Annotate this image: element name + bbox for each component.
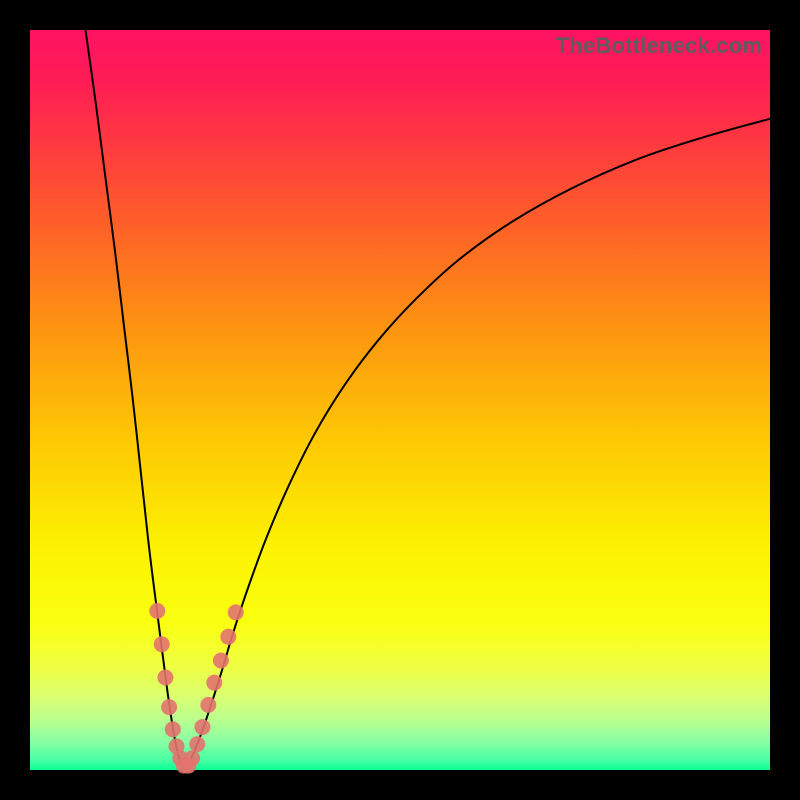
- data-marker: [194, 719, 210, 735]
- data-marker: [213, 652, 229, 668]
- bottleneck-curve-right: [185, 119, 770, 770]
- data-marker: [161, 699, 177, 715]
- bottleneck-curve-left: [86, 30, 185, 770]
- data-marker: [200, 697, 216, 713]
- data-marker: [206, 675, 222, 691]
- data-marker: [149, 603, 165, 619]
- plot-area: [30, 30, 770, 770]
- data-marker: [189, 736, 205, 752]
- data-marker: [165, 721, 181, 737]
- chart-frame: TheBottleneck.com: [0, 0, 800, 800]
- marker-group: [149, 603, 243, 774]
- data-marker: [157, 670, 173, 686]
- data-marker: [184, 750, 200, 766]
- data-marker: [220, 629, 236, 645]
- data-marker: [154, 636, 170, 652]
- data-marker: [228, 604, 244, 620]
- chart-overlay: [30, 30, 770, 770]
